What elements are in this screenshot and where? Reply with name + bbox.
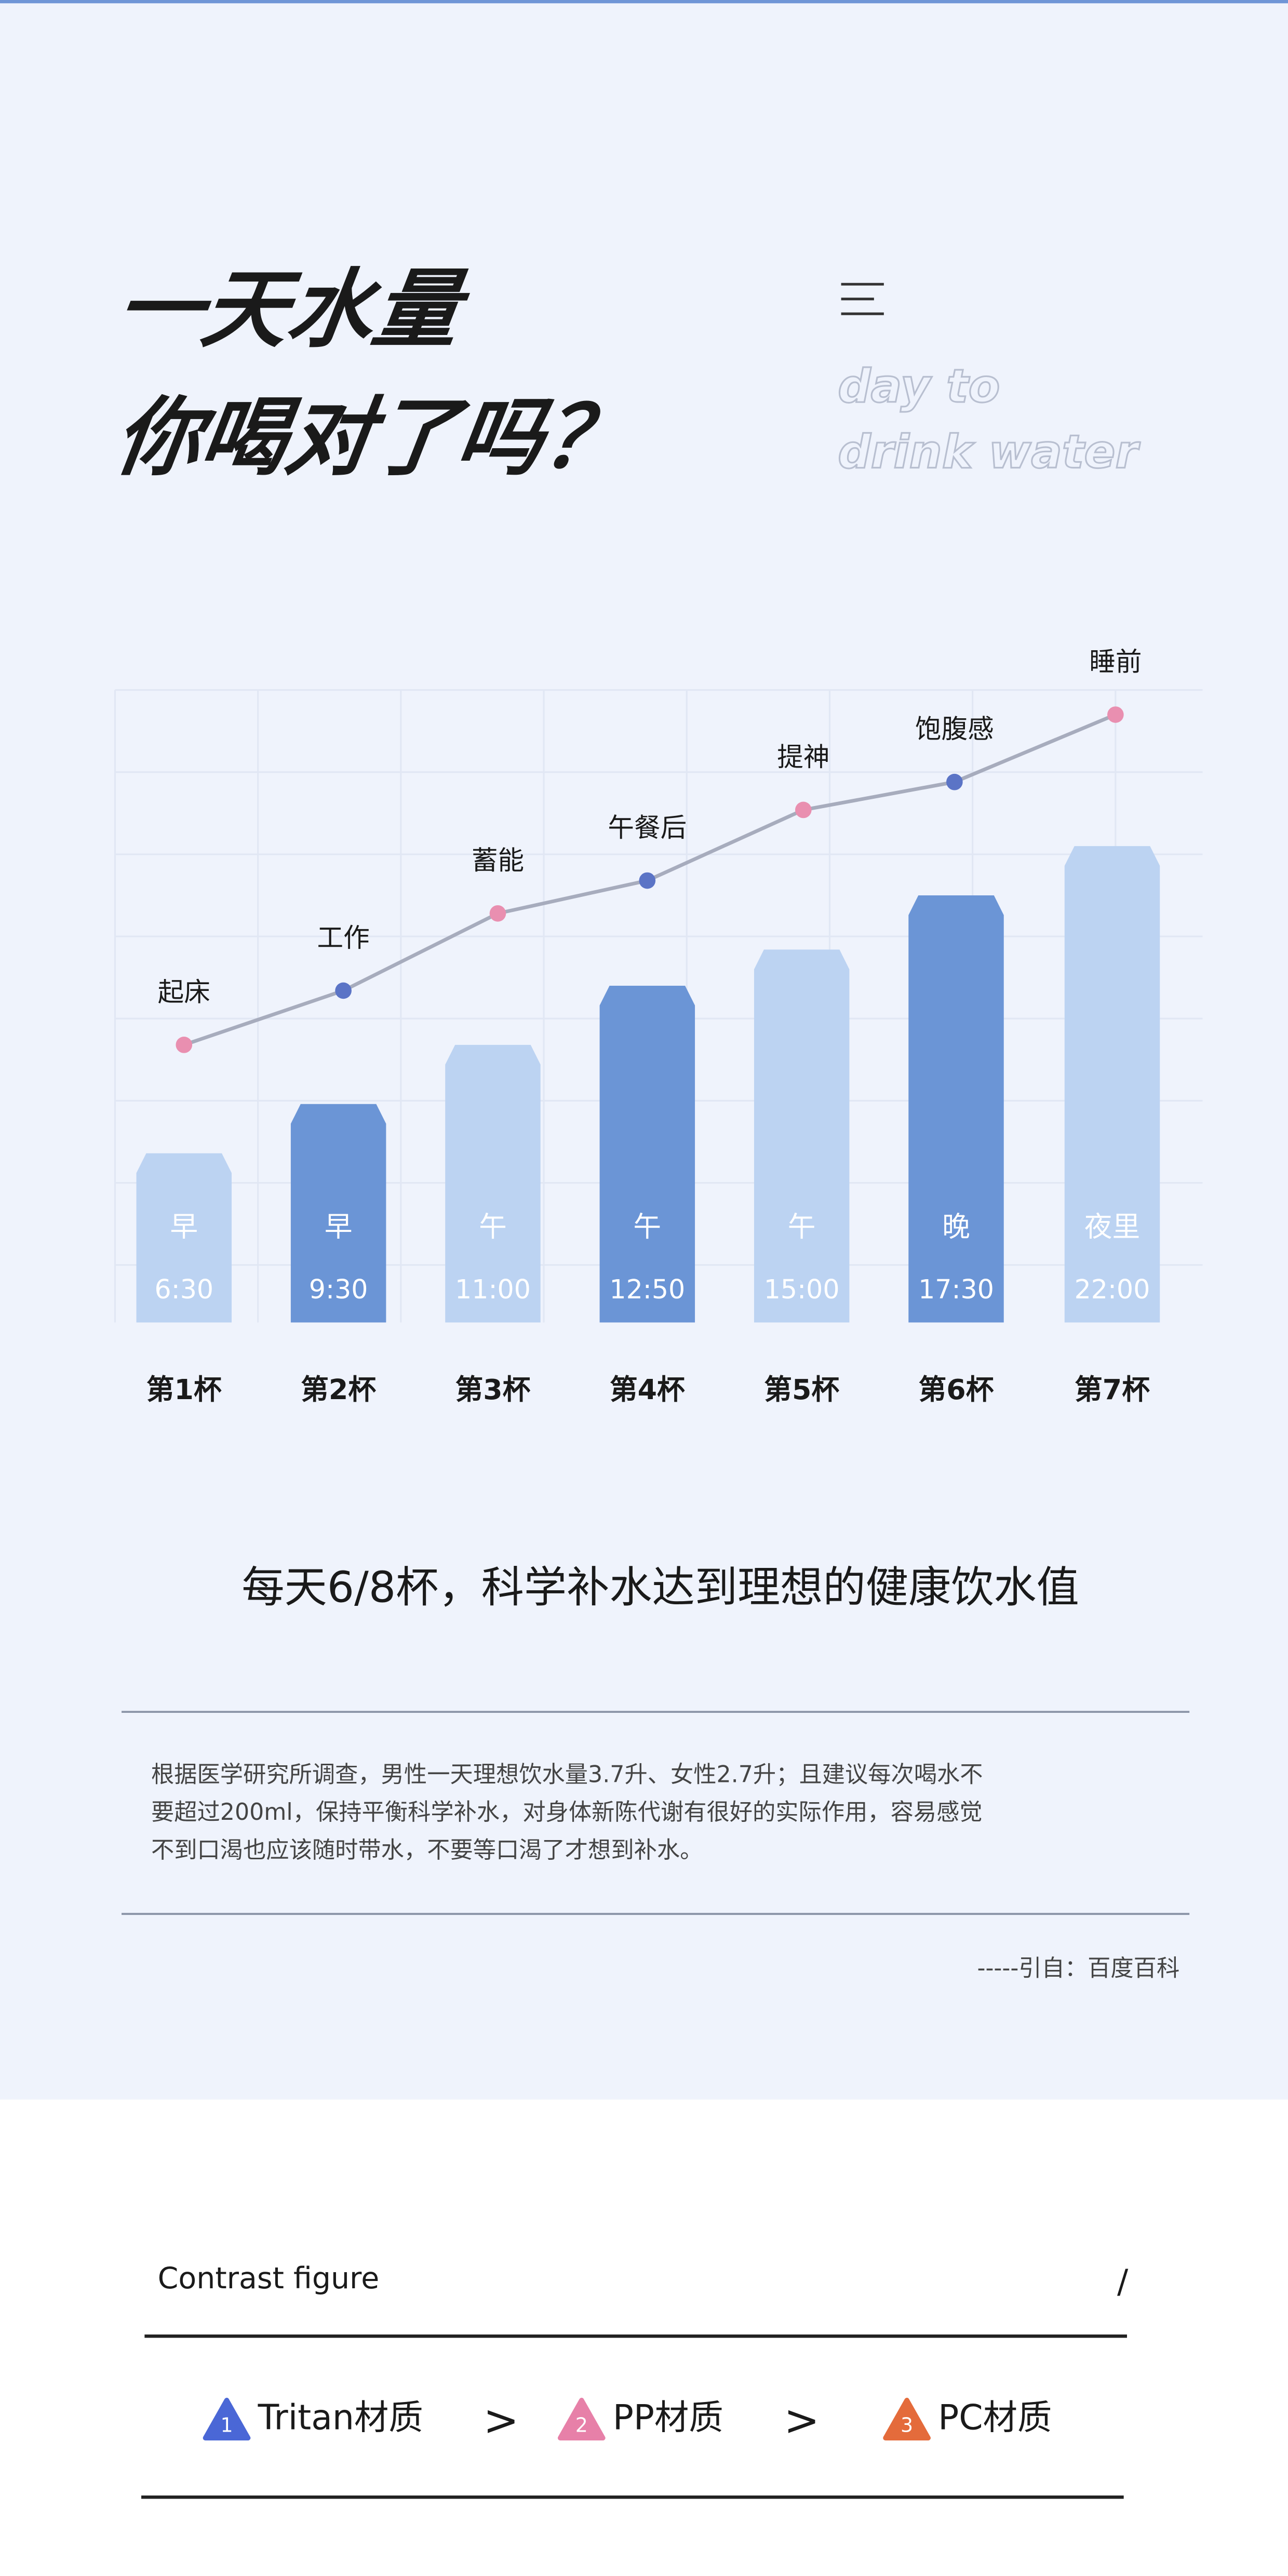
trend-point	[795, 801, 812, 819]
cup-bar	[599, 985, 695, 1323]
cup-time: 11:00	[455, 1274, 531, 1305]
trend-point	[176, 1037, 193, 1053]
cup-period: 晚	[942, 1211, 970, 1243]
cup-time: 9:30	[309, 1274, 368, 1305]
cup-period: 夜里	[1084, 1211, 1141, 1243]
menu-icon	[841, 283, 884, 315]
subtitle: day to	[838, 359, 1000, 413]
trend-point	[489, 905, 506, 922]
cup-label: 第4杯	[610, 1373, 685, 1406]
cup-annotation: 午餐后	[608, 812, 687, 843]
cup-annotation: 饱腹感	[915, 714, 994, 744]
cup-bar	[1064, 846, 1160, 1323]
cup-annotation: 蓄能	[472, 845, 524, 876]
contrast-title: Contrast figure	[158, 2261, 380, 2296]
rank-number: 3	[901, 2414, 913, 2437]
top-border	[0, 0, 1288, 4]
note-line: 要超过200ml，保持平衡科学补水，对身体新陈代谢有很好的实际作用，容易感觉	[151, 1799, 983, 1826]
cup-label: 第7杯	[1075, 1373, 1150, 1406]
cup-label: 第1杯	[146, 1373, 222, 1406]
title: 一天水量	[111, 260, 475, 359]
cup-label: 第2杯	[301, 1373, 376, 1406]
cup-bar	[754, 949, 850, 1323]
rank-icon	[883, 2397, 931, 2441]
source: -----引自：百度百科	[977, 1955, 1179, 1982]
cup-label: 第5杯	[764, 1373, 839, 1406]
cup-label: 第3杯	[455, 1373, 531, 1406]
cup-annotation: 睡前	[1089, 646, 1142, 677]
trend-point	[946, 773, 963, 790]
cup-period: 午	[633, 1211, 661, 1243]
cup-annotation: 提神	[777, 742, 829, 772]
cup-time: 22:00	[1075, 1274, 1150, 1305]
separator: >	[784, 2396, 820, 2445]
cup-time: 17:30	[918, 1274, 994, 1305]
trend-point	[1107, 706, 1124, 723]
cup-time: 6:30	[154, 1274, 213, 1305]
trend-point	[335, 982, 352, 999]
material-name: Tritan材质	[258, 2397, 423, 2438]
subtitle: drink water	[838, 425, 1141, 479]
note-line: 根据医学研究所调查，男性一天理想饮水量3.7升、女性2.7升；且建议每次喝水不	[151, 1761, 983, 1788]
cup-period: 早	[325, 1211, 353, 1243]
rank-number: 2	[575, 2414, 588, 2437]
cup-annotation: 工作	[317, 922, 370, 953]
trend-point	[639, 872, 656, 889]
cup-period: 午	[788, 1211, 816, 1243]
separator: >	[483, 2396, 519, 2445]
rank-icon	[203, 2397, 251, 2441]
material-name: PP材质	[613, 2397, 723, 2438]
cup-bar	[290, 1104, 386, 1323]
cup-bar	[908, 895, 1004, 1323]
cup-time: 15:00	[764, 1274, 840, 1305]
cup-period: 午	[479, 1211, 507, 1243]
cup-time: 12:50	[609, 1274, 685, 1305]
title: 你喝对了吗？	[109, 388, 636, 487]
rank-number: 1	[220, 2414, 233, 2437]
rank-icon	[557, 2397, 606, 2441]
cup-bar	[445, 1044, 541, 1323]
contrast-slash: /	[1117, 2262, 1129, 2301]
cup-annotation: 起床	[158, 976, 210, 1007]
headline: 每天6/8杯，科学补水达到理想的健康饮水值	[242, 1563, 1079, 1612]
note-line: 不到口渴也应该随时带水，不要等口渴了才想到补水。	[151, 1837, 703, 1863]
material-name: PC材质	[938, 2397, 1052, 2438]
cup-label: 第6杯	[919, 1373, 994, 1406]
cup-bar	[136, 1153, 232, 1323]
cup-period: 早	[170, 1211, 198, 1243]
